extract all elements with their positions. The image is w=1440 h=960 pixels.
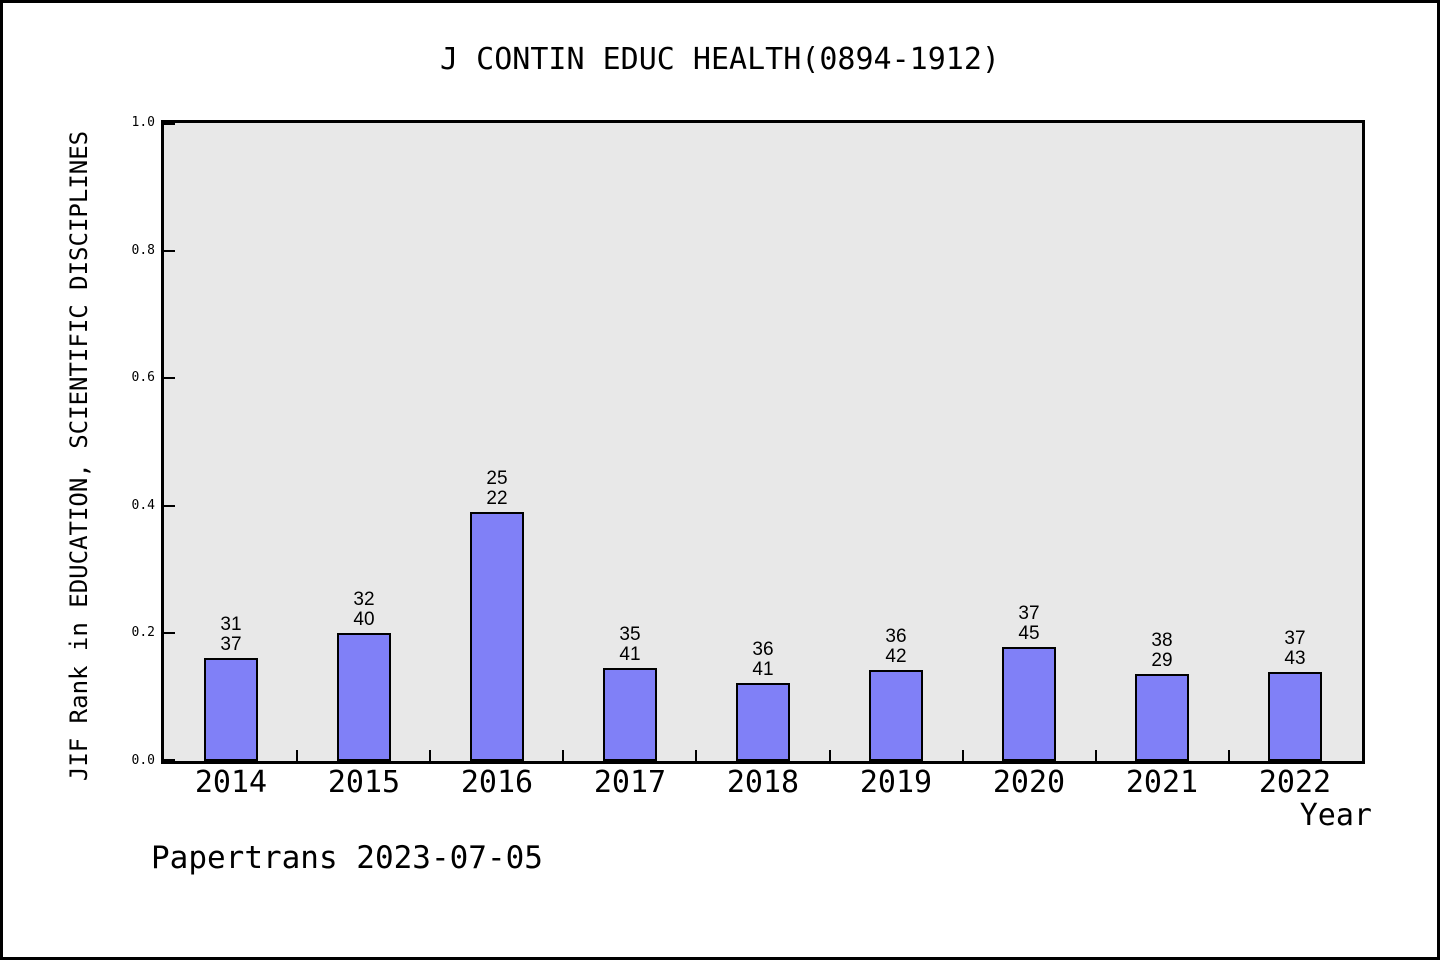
- x-axis-tick: [695, 750, 697, 761]
- bar-2018: [736, 683, 790, 761]
- y-axis-tick: [164, 123, 175, 125]
- bar-value-label-2017: 35 41: [619, 624, 641, 665]
- y-axis-tick: [164, 632, 175, 634]
- chart-title: J CONTIN EDUC HEALTH(0894-1912): [440, 42, 1000, 77]
- y-axis-tick: [164, 377, 175, 379]
- x-axis-tick: [962, 750, 964, 761]
- x-tick-label-2015: 2015: [327, 765, 401, 800]
- bar-2019: [869, 670, 923, 761]
- y-axis-title: JIF Rank in EDUCATION, SCIENTIFIC DISCIP…: [65, 130, 93, 782]
- x-tick-label-2022: 2022: [1258, 765, 1332, 800]
- x-axis-tick: [562, 750, 564, 761]
- x-tick-label-2017: 2017: [593, 765, 667, 800]
- bar-2016: [470, 512, 524, 761]
- bar-2022: [1268, 672, 1322, 761]
- y-axis-tick: [164, 505, 175, 507]
- y-tick-label-0.8: 0.8: [131, 243, 155, 258]
- x-tick-label-2020: 2020: [992, 765, 1066, 800]
- y-tick-label-0.4: 0.4: [131, 498, 155, 513]
- bar-2014: [204, 658, 258, 761]
- footer-note: Papertrans 2023-07-05: [151, 840, 543, 876]
- bar-value-label-2022: 37 43: [1284, 628, 1306, 669]
- bar-value-label-2021: 38 29: [1151, 630, 1173, 671]
- x-tick-label-2019: 2019: [859, 765, 933, 800]
- bar-value-label-2020: 37 45: [1018, 603, 1040, 644]
- bar-value-label-2016: 25 22: [486, 468, 508, 509]
- bar-2015: [337, 633, 391, 761]
- x-axis-tick: [1228, 750, 1230, 761]
- bar-2021: [1135, 674, 1189, 761]
- bar-value-label-2014: 31 37: [220, 614, 242, 655]
- y-tick-label-0.2: 0.2: [131, 625, 155, 640]
- x-axis-tick: [429, 750, 431, 761]
- x-tick-label-2016: 2016: [460, 765, 534, 800]
- bar-value-label-2015: 32 40: [353, 589, 375, 630]
- x-tick-label-2021: 2021: [1125, 765, 1199, 800]
- y-tick-label-0.6: 0.6: [131, 370, 155, 385]
- x-axis-tick: [829, 750, 831, 761]
- bar-value-label-2018: 36 41: [752, 639, 774, 680]
- x-axis-title: Year: [1299, 798, 1372, 833]
- x-axis-tick: [1095, 750, 1097, 761]
- x-tick-label-2018: 2018: [726, 765, 800, 800]
- y-axis-tick: [164, 250, 175, 252]
- bar-2017: [603, 668, 657, 761]
- bar-2020: [1002, 647, 1056, 761]
- y-tick-label-0.0: 0.0: [131, 753, 155, 768]
- y-axis-tick: [164, 759, 175, 761]
- bar-value-label-2019: 36 42: [885, 626, 907, 667]
- plot-area: 31 37 32 40 25 22 35 41 36 41 36 42 37 45 38 29…: [161, 120, 1365, 764]
- x-axis-tick: [296, 750, 298, 761]
- x-tick-label-2014: 2014: [194, 765, 268, 800]
- y-tick-label-1.0: 1.0: [131, 115, 155, 130]
